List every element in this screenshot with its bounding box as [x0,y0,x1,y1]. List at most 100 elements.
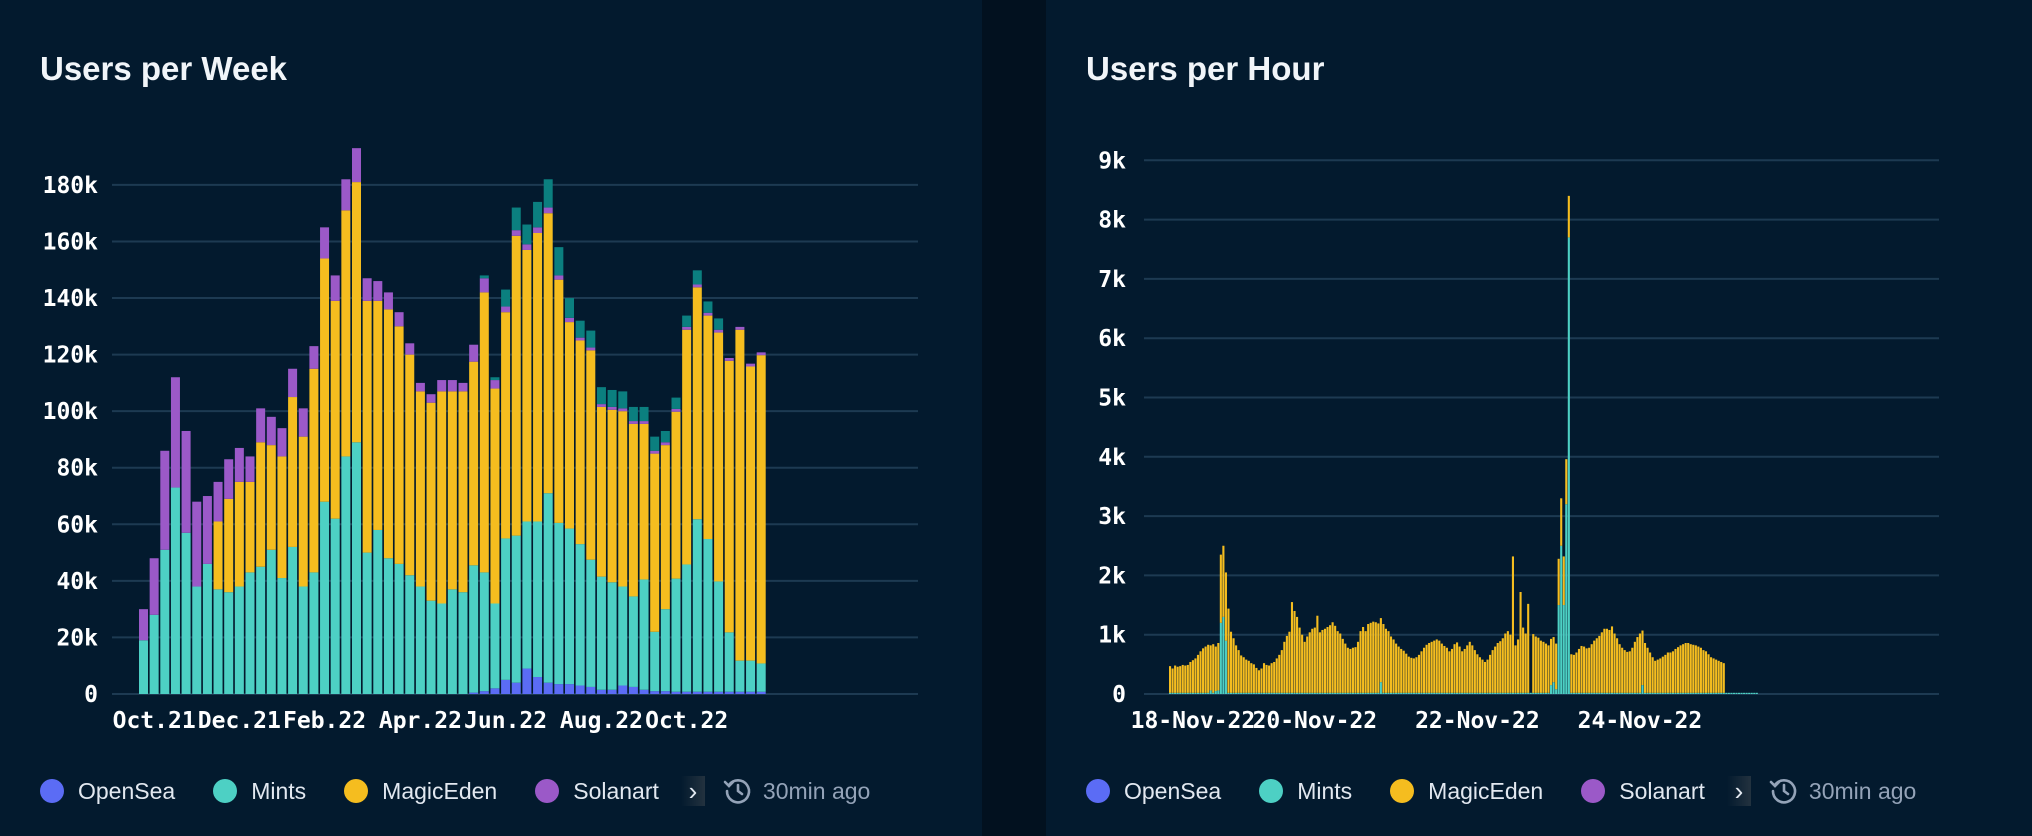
bar-segment-magiceden[interactable] [1562,556,1565,606]
bar-segment-solanart[interactable] [639,421,649,424]
bar-segment-mints[interactable] [1666,692,1669,694]
bar-segment-mints[interactable] [1237,692,1240,694]
bar-segment-mints[interactable] [426,600,436,694]
bar-segment-opensea[interactable] [692,691,702,694]
bar-segment-magiceden[interactable] [1196,654,1200,693]
bar-segment-magiceden[interactable] [1610,626,1614,693]
bar-segment-magiceden[interactable] [1628,651,1631,693]
bar-segment-magiceden[interactable] [1169,666,1172,693]
bar-segment-mints[interactable] [1329,692,1332,694]
bar-segment-mints[interactable] [1222,616,1225,694]
bar-segment-mints[interactable] [1387,692,1390,694]
bar-segment-magiceden[interactable] [1311,628,1314,693]
bar-segment-mints[interactable] [1616,692,1619,694]
bar-segment-opensea[interactable] [565,684,574,694]
bar-segment-mints[interactable] [139,640,148,694]
bar-segment-mints[interactable] [1245,692,1248,694]
bar-segment-solanart[interactable] [383,292,393,310]
bar-segment-mints[interactable] [202,563,212,694]
bar-segment-magiceden[interactable] [1247,660,1250,693]
bar-segment-mints[interactable] [160,549,170,694]
bar-segment-mints[interactable] [1417,692,1421,694]
bar-segment-solanart[interactable] [671,408,681,412]
bar-segment-magiceden[interactable] [1440,643,1443,693]
bar-segment-magiceden[interactable] [1171,668,1174,693]
bar-segment-magiceden[interactable] [1209,645,1212,691]
bar-segment-mints[interactable] [1433,692,1436,694]
bar-segment-mints[interactable] [1682,692,1685,694]
bar-segment-magiceden[interactable] [1555,643,1558,690]
bar-segment-magiceden[interactable] [1638,633,1641,693]
bar-segment-magiceden[interactable] [714,332,724,582]
bar-segment-magiceden[interactable] [426,402,436,601]
bar-segment-mints[interactable] [1707,692,1710,694]
bar-segment-magiceden[interactable] [628,423,638,597]
bar-segment-magiceden[interactable] [330,300,340,519]
bar-segment-magiceden[interactable] [1567,195,1570,238]
bar-segment-magiceden[interactable] [671,411,681,579]
bar-segment-magiceden[interactable] [1532,634,1535,693]
bar-segment-mints[interactable] [1445,692,1448,694]
bar-segment-mints[interactable] [1532,692,1535,694]
bar-segment-mints[interactable] [1450,692,1454,694]
bar-segment-mints[interactable] [756,663,766,692]
bar-segment-other[interactable] [586,330,596,348]
bar-segment-magiceden[interactable] [224,498,234,593]
bar-segment-magiceden[interactable] [1224,572,1227,641]
bar-segment-mints[interactable] [1326,692,1329,694]
bar-segment-magiceden[interactable] [1445,647,1448,693]
bar-segment-mints[interactable] [1298,692,1301,694]
bar-segment-magiceden[interactable] [1712,658,1715,693]
bar-segment-magiceden[interactable] [1486,659,1489,693]
bar-segment-other[interactable] [639,406,649,422]
bar-segment-mints[interactable] [288,546,298,694]
bar-segment-magiceden[interactable] [1428,643,1431,693]
bar-segment-magiceden[interactable] [1326,626,1329,693]
bar-segment-magiceden[interactable] [1666,652,1669,693]
bar-segment-mints[interactable] [373,529,383,694]
bar-segment-magiceden[interactable] [1677,647,1680,693]
bar-segment-magiceden[interactable] [1621,647,1624,693]
bar-segment-opensea[interactable] [575,685,585,694]
bar-segment-opensea[interactable] [501,679,511,694]
bar-segment-solanart[interactable] [756,352,766,356]
bar-segment-magiceden[interactable] [1202,648,1205,693]
bar-segment-solanart[interactable] [724,358,734,361]
bar-segment-opensea[interactable] [671,691,681,694]
bar-segment-solanart[interactable] [511,230,521,236]
bar-segment-mints[interactable] [1412,692,1415,694]
bar-segment-magiceden[interactable] [554,279,564,523]
bar-segment-mints[interactable] [1542,692,1545,694]
bar-segment-magiceden[interactable] [1471,645,1474,693]
bar-segment-opensea[interactable] [650,691,660,694]
bar-segment-magiceden[interactable] [1570,654,1573,693]
bar-segment-magiceden[interactable] [447,391,457,590]
bar-segment-magiceden[interactable] [1415,657,1418,693]
bar-segment-mints[interactable] [383,558,393,694]
bar-segment-magiceden[interactable] [1331,622,1334,693]
bar-segment-magiceden[interactable] [1631,647,1634,693]
bar-segment-solanart[interactable] [554,275,564,280]
bar-segment-magiceden[interactable] [1430,641,1433,693]
bar-segment-magiceden[interactable] [1585,648,1588,693]
bar-segment-mints[interactable] [1651,692,1654,694]
bar-segment-other[interactable] [628,406,638,422]
bar-segment-solanart[interactable] [288,368,298,398]
bar-segment-other[interactable] [682,315,692,327]
bar-segment-magiceden[interactable] [1334,625,1337,693]
bar-segment-magiceden[interactable] [1537,637,1540,693]
bar-segment-magiceden[interactable] [1572,654,1575,693]
bar-segment-mints[interactable] [1753,692,1756,694]
bar-segment-opensea[interactable] [703,691,713,694]
bar-segment-mints[interactable] [692,519,702,692]
bar-segment-magiceden[interactable] [1483,661,1487,693]
bar-segment-mints[interactable] [352,442,361,694]
bar-segment-opensea[interactable] [714,691,724,694]
bar-segment-magiceden[interactable] [469,361,479,566]
bar-segment-magiceden[interactable] [1671,651,1675,693]
bar-segment-mints[interactable] [1318,692,1321,694]
bar-segment-other[interactable] [479,275,489,279]
bar-segment-magiceden[interactable] [1369,622,1372,693]
bar-segment-magiceden[interactable] [277,456,287,579]
bar-segment-opensea[interactable] [543,682,553,694]
